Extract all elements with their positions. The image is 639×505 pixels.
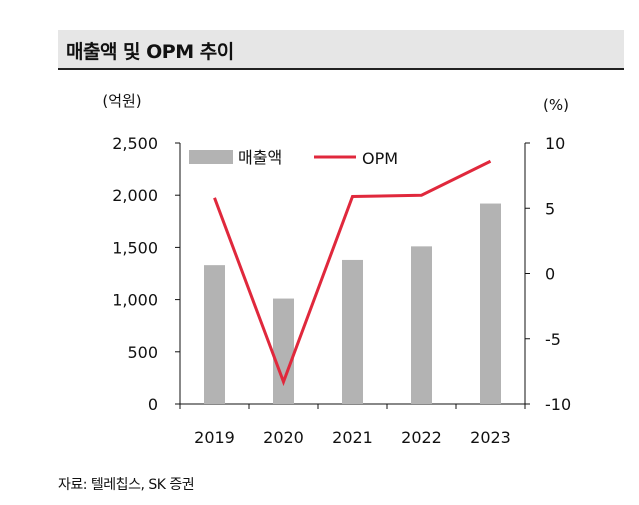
chart-title: 매출액 및 OPM 추이: [66, 41, 234, 63]
combo-chart: 0 500 1,000 1,500 2,000 2,500 -10 -5 0 5 10 2019 202…: [102, 92, 571, 447]
x-tick-label: 2021: [332, 428, 373, 447]
x-tick-label: 2019: [194, 428, 235, 447]
legend-bar-label: 매출액: [238, 148, 282, 167]
left-tick-label: 2,500: [112, 134, 158, 153]
left-axis-unit: (억원): [102, 92, 141, 110]
bar-2019: [204, 265, 225, 404]
bar-2023: [480, 203, 501, 404]
bar-2020: [273, 298, 294, 404]
left-tick-label: 1,000: [112, 291, 158, 310]
right-tick-label: -5: [545, 330, 561, 349]
left-tick-label: 2,000: [112, 186, 158, 205]
bar-2022: [411, 246, 432, 404]
chart-title-bar: 매출액 및 OPM 추이: [58, 30, 624, 70]
left-tick-label: 0: [148, 395, 158, 414]
right-tick-label: -10: [545, 395, 571, 414]
legend-bar-swatch: [189, 150, 233, 164]
x-tick-label: 2023: [470, 428, 511, 447]
left-tick-label: 1,500: [112, 238, 158, 257]
source-note: 자료: 텔레칩스, SK 증권: [58, 477, 195, 493]
right-tick-label: 0: [545, 265, 555, 284]
right-tick-label: 10: [545, 134, 565, 153]
left-tick-label: 500: [127, 343, 158, 362]
x-tick-label: 2022: [401, 428, 442, 447]
legend-line-label: OPM: [362, 149, 398, 168]
right-tick-label: 5: [545, 199, 555, 218]
right-axis-unit: (%): [543, 96, 569, 114]
x-tick-label: 2020: [263, 428, 304, 447]
bar-2021: [342, 259, 363, 404]
